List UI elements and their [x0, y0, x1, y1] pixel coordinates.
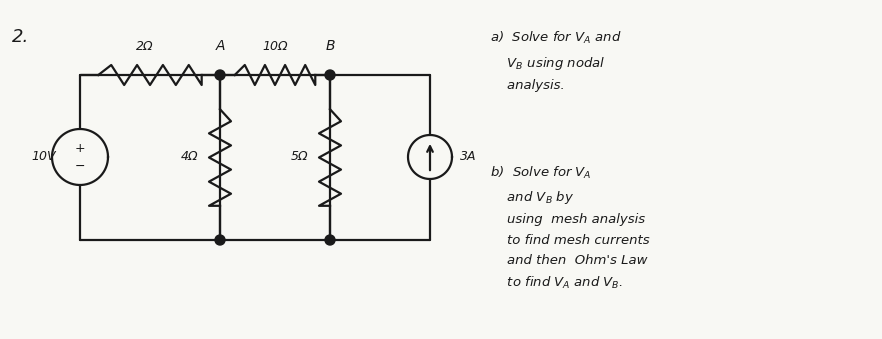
Circle shape [325, 70, 335, 80]
Circle shape [215, 70, 225, 80]
Text: B: B [325, 39, 335, 53]
Text: 4Ω: 4Ω [181, 151, 198, 163]
Circle shape [215, 235, 225, 245]
Text: 3A: 3A [460, 151, 476, 163]
Text: a)  Solve for $V_A$ and
    $V_B$ using nodal
    analysis.: a) Solve for $V_A$ and $V_B$ using nodal… [490, 30, 622, 92]
Text: b)  Solve for $V_A$
    and $V_B$ by
    using  mesh analysis
    to find mesh c: b) Solve for $V_A$ and $V_B$ by using me… [490, 165, 650, 291]
Text: +: + [75, 142, 86, 156]
Text: 10V: 10V [32, 151, 56, 163]
Circle shape [325, 235, 335, 245]
Text: 5Ω: 5Ω [290, 151, 308, 163]
Text: 2Ω: 2Ω [136, 40, 153, 53]
Text: 2.: 2. [12, 28, 29, 46]
Text: A: A [215, 39, 225, 53]
Text: 10Ω: 10Ω [262, 40, 288, 53]
Text: −: − [75, 160, 86, 173]
